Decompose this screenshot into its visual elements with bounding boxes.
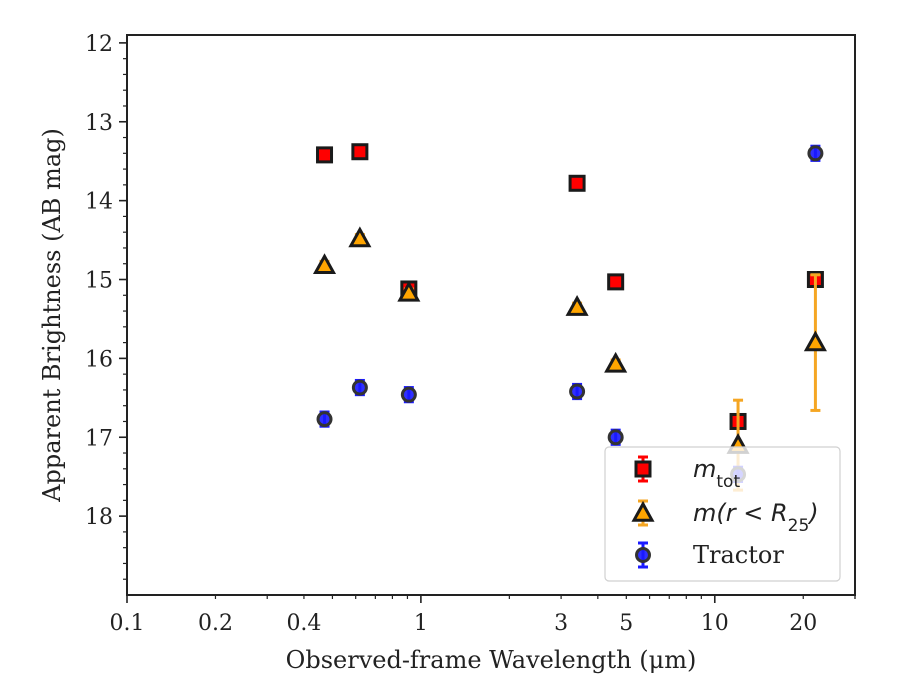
- data-point-circle: [807, 145, 824, 162]
- x-tick-label: 3: [554, 611, 568, 636]
- y-tick-label: 16: [85, 347, 113, 372]
- series-triangle: [312, 226, 827, 492]
- legend-box: [604, 446, 841, 582]
- x-tick-label: 5: [619, 611, 633, 636]
- legend-marker-circle: [635, 547, 651, 563]
- data-point-triangle: [803, 330, 827, 352]
- data-point-square: [316, 146, 334, 164]
- data-layer: [312, 143, 827, 492]
- x-tick-label: 1: [414, 611, 428, 636]
- data-point-triangle: [348, 226, 372, 248]
- legend: mtot m(r < R25) Tractor: [604, 446, 841, 582]
- x-tick-label: 20: [789, 611, 817, 636]
- legend-marker-triangle: [631, 500, 655, 522]
- x-tick-label: 0.4: [286, 611, 321, 636]
- y-tick-label: 14: [85, 190, 113, 215]
- legend-label: Tractor: [693, 541, 784, 569]
- data-point-circle: [400, 386, 417, 403]
- data-point-circle: [607, 429, 624, 446]
- plot-frame: [126, 34, 856, 596]
- y-tick-label: 17: [85, 426, 113, 451]
- data-point-circle: [569, 383, 586, 400]
- x-tick-label: 10: [701, 611, 729, 636]
- data-point-triangle: [312, 253, 337, 275]
- y-tick-label: 12: [85, 32, 113, 57]
- series-square: [316, 143, 824, 430]
- data-point-square: [568, 174, 586, 192]
- data-point-circle: [316, 411, 333, 428]
- y-tick-label: 18: [85, 505, 113, 530]
- x-tick-label: 0.1: [110, 611, 145, 636]
- y-axis-label: Apparent Brightness (AB mag): [38, 128, 66, 503]
- legend-marker-square: [634, 460, 652, 478]
- y-tick-label: 13: [85, 111, 113, 136]
- data-point-triangle: [604, 351, 628, 373]
- legend-label: m(r < R25): [693, 499, 819, 536]
- y-tick-label: 15: [85, 269, 113, 294]
- data-point-square: [351, 143, 369, 161]
- legend-label: mtot: [693, 455, 740, 492]
- data-point-triangle: [565, 295, 589, 316]
- data-point-triangle: [397, 280, 421, 302]
- data-point-circle: [351, 379, 368, 396]
- data-point-square: [607, 273, 625, 291]
- x-tick-label: 0.2: [198, 611, 233, 636]
- x-axis-label: Observed-frame Wavelength (μm): [286, 646, 697, 674]
